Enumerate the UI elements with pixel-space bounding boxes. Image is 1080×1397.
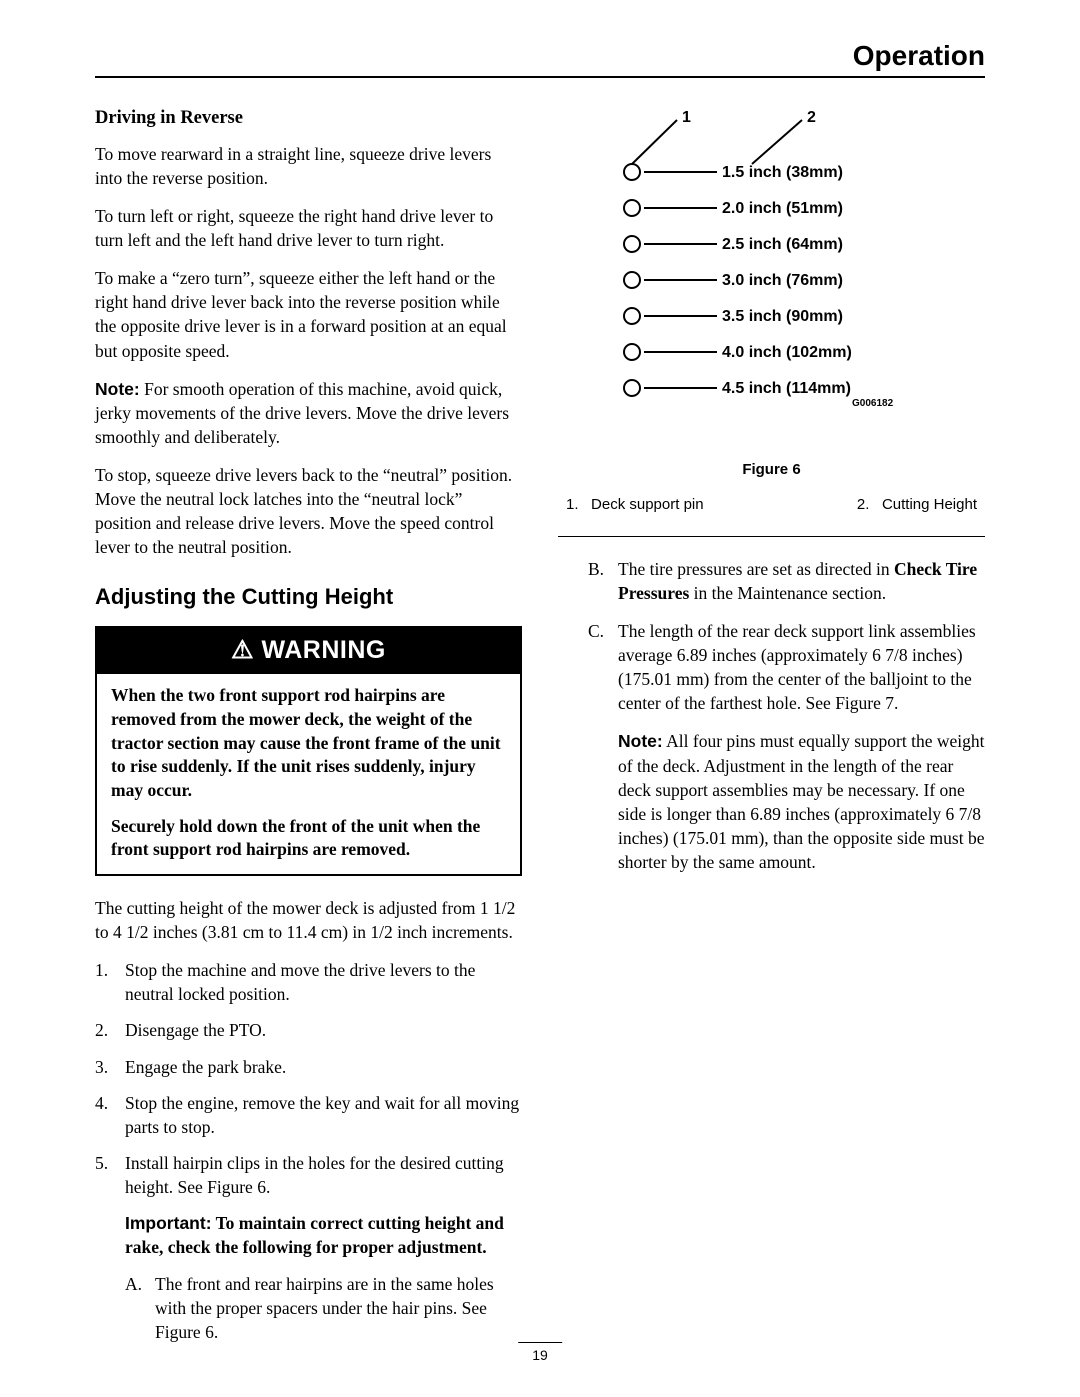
para: To stop, squeeze drive levers back to th… — [95, 463, 522, 560]
svg-text:2: 2 — [807, 109, 816, 126]
item-C: C. The length of the rear deck support l… — [588, 619, 985, 874]
step-2: Disengage the PTO. — [95, 1018, 522, 1042]
item-B: B. The tire pressures are set as directe… — [588, 557, 985, 605]
marker-B: B. — [588, 557, 604, 581]
step-3: Engage the park brake. — [95, 1055, 522, 1079]
item-C-text: The length of the rear deck support link… — [618, 621, 976, 713]
svg-text:2.0 inch (51mm): 2.0 inch (51mm) — [722, 200, 843, 217]
item-A: A. The front and rear hairpins are in th… — [125, 1272, 522, 1344]
legend-item-2: 2. Cutting Height — [857, 495, 977, 516]
note-text: All four pins must equally support the w… — [618, 731, 985, 872]
figure-6: 1 2 1.5 inch (38mm) 2.0 inch (51mm) 2.5 inch… — [558, 106, 985, 481]
para: The cutting height of the mower deck is … — [95, 896, 522, 944]
right-column: 1 2 1.5 inch (38mm) 2.0 inch (51mm) 2.5 inch… — [558, 106, 985, 1358]
content-columns: Driving in Reverse To move rearward in a… — [95, 106, 985, 1358]
svg-text:1.5 inch (38mm): 1.5 inch (38mm) — [722, 164, 843, 181]
marker-C: C. — [588, 619, 604, 643]
separator — [558, 536, 985, 537]
step-1: Stop the machine and move the drive leve… — [95, 958, 522, 1006]
figure-6-svg: 1 2 1.5 inch (38mm) 2.0 inch (51mm) 2.5 inch… — [562, 106, 982, 446]
marker-A: A. — [125, 1272, 142, 1296]
lettered-list-left: A. The front and rear hairpins are in th… — [95, 1272, 522, 1344]
page-number: 19 — [518, 1342, 562, 1363]
warning-p1: When the two front support rod hairpins … — [111, 684, 506, 802]
warning-icon: ⚠ — [231, 636, 254, 664]
item-B-post: in the Maintenance section. — [689, 583, 886, 603]
item-B-text: The tire pressures are set as directed i… — [618, 559, 977, 603]
warning-box: ⚠ WARNING When the two front support rod… — [95, 626, 522, 876]
section-heading-cutting-height: Adjusting the Cutting Height — [95, 582, 522, 612]
svg-text:3.5 inch (90mm): 3.5 inch (90mm) — [722, 308, 843, 325]
warning-title: WARNING — [262, 636, 386, 664]
figure-6-caption: Figure 6 — [558, 460, 985, 481]
svg-text:4.0 inch (102mm): 4.0 inch (102mm) — [722, 344, 852, 361]
important-block: Important: To maintain correct cutting h… — [95, 1211, 522, 1259]
item-B-pre: The tire pressures are set as directed i… — [618, 559, 894, 579]
warning-body: When the two front support rod hairpins … — [97, 674, 520, 873]
legend-2-text: Cutting Height — [882, 496, 977, 513]
step-4: Stop the engine, remove the key and wait… — [95, 1091, 522, 1139]
lettered-list-right: B. The tire pressures are set as directe… — [558, 557, 985, 875]
legend-item-1: 1. Deck support pin — [566, 495, 704, 516]
figure-6-legend: 1. Deck support pin 2. Cutting Height — [558, 489, 985, 528]
step-5: Install hairpin clips in the holes for t… — [95, 1151, 522, 1199]
svg-text:3.0 inch (76mm): 3.0 inch (76mm) — [722, 272, 843, 289]
note-paragraph: Note: For smooth operation of this machi… — [95, 377, 522, 449]
legend-1-text: Deck support pin — [591, 496, 704, 513]
para: To move rearward in a straight line, squ… — [95, 142, 522, 190]
page-header: Operation — [95, 40, 985, 78]
important-label: Important: — [125, 1213, 212, 1233]
para: To make a “zero turn”, squeeze either th… — [95, 266, 522, 363]
svg-text:G006182: G006182 — [852, 398, 894, 409]
legend-1-num: 1. — [566, 496, 579, 513]
subheading-driving-reverse: Driving in Reverse — [95, 106, 522, 132]
note-text: For smooth operation of this machine, av… — [95, 379, 509, 447]
item-C-note: Note: All four pins must equally support… — [618, 729, 985, 874]
note-label: Note: — [618, 731, 663, 751]
legend-2-num: 2. — [857, 496, 870, 513]
para: To turn left or right, squeeze the right… — [95, 204, 522, 252]
note-label: Note: — [95, 379, 140, 399]
warning-header: ⚠ WARNING — [97, 628, 520, 675]
svg-text:4.5 inch (114mm): 4.5 inch (114mm) — [722, 380, 851, 397]
warning-p2: Securely hold down the front of the unit… — [111, 815, 506, 862]
svg-text:2.5 inch (64mm): 2.5 inch (64mm) — [722, 236, 843, 253]
numbered-steps: Stop the machine and move the drive leve… — [95, 958, 522, 1199]
svg-text:1: 1 — [682, 109, 691, 126]
item-A-text: The front and rear hairpins are in the s… — [155, 1274, 494, 1342]
left-column: Driving in Reverse To move rearward in a… — [95, 106, 522, 1358]
